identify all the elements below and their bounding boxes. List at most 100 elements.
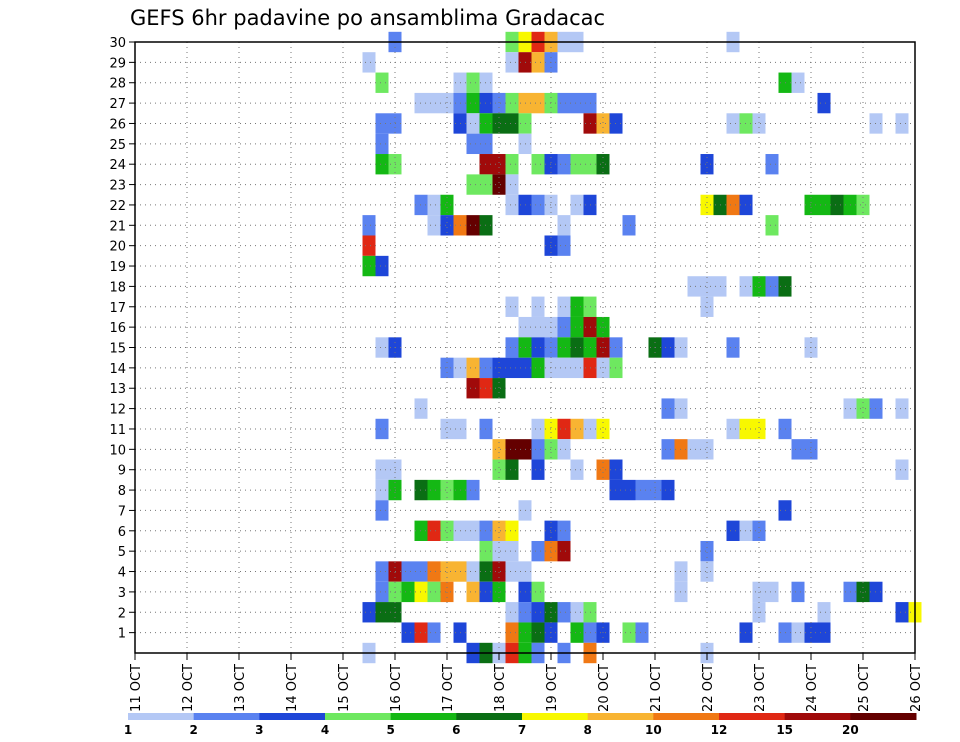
heatmap-cell [466,581,480,603]
colorbar-label: 8 [583,723,591,737]
heatmap-cell [557,154,571,175]
heatmap-cell [596,154,610,175]
heatmap-cell [895,113,909,134]
colorbar-label: 2 [189,723,197,737]
y-tick-label: 26 [109,117,126,132]
colorbar-swatch [259,713,326,720]
x-tick-label: 19 OCT [545,664,560,712]
heatmap-cell [466,174,480,195]
y-tick-label: 27 [109,97,126,112]
heatmap-cell [856,581,870,603]
heatmap-cell [531,357,545,379]
heatmap-cell [375,255,389,277]
heatmap-cell [375,133,389,155]
x-tick-label: 11 OCT [129,664,144,712]
y-tick-label: 29 [109,56,126,71]
heatmap-cell [466,92,480,114]
x-tick-label: 20 OCT [597,664,612,712]
heatmap-cell [505,540,519,562]
heatmap-cell [752,581,766,603]
heatmap-cell [791,581,805,603]
heatmap-cell [427,194,441,216]
heatmap-cell [375,500,389,521]
heatmap-cell [765,215,779,236]
colorbar-swatch [390,713,457,720]
heatmap-cell [362,52,376,73]
heatmap-cell [531,52,545,73]
heatmap-cell [505,194,519,216]
heatmap-cell [505,520,519,541]
colorbar-swatch [456,713,523,720]
heatmap-cell [375,459,389,480]
heatmap-cell [401,561,415,582]
heatmap-cell [440,561,454,582]
heatmap-cell [752,520,766,541]
heatmap-cell [375,113,389,134]
x-tick-label: 17 OCT [441,664,456,712]
heatmap-cell [466,378,480,399]
heatmap-cell [791,622,805,643]
heatmap-cell [596,113,610,134]
heatmap-cell [505,459,519,480]
colorbar-label: 10 [645,723,662,737]
heatmap-cell [700,540,714,562]
y-tick-label: 5 [118,545,126,560]
colorbar-label: 20 [842,723,859,737]
x-tick-label: 26 OCT [909,664,924,712]
heatmap-cell [791,439,805,460]
heatmap-cell [505,52,519,73]
heatmap-cell [362,235,376,256]
y-tick-label: 19 [109,260,126,275]
heatmap-cell [570,316,584,338]
heatmap-cell [830,194,844,216]
heatmap-cell [466,113,480,134]
heatmap-cell [505,337,519,358]
heatmap-cell [531,540,545,562]
heatmap-cell [505,561,519,582]
heatmap-cell [700,296,714,317]
heatmap-cell [375,479,389,501]
heatmap-cell [622,479,636,501]
heatmap-cell [427,520,441,541]
heatmap-cell [817,194,831,216]
heatmap-cell [570,194,584,216]
y-tick-label: 25 [109,138,126,153]
heatmap-cell [427,561,441,582]
heatmap-cell [362,215,376,236]
heatmap-cell [817,92,831,114]
heatmap-cell [492,92,506,114]
heatmap-cell [752,276,766,297]
heatmap-cell [557,520,571,541]
heatmap-cell [596,418,610,440]
y-tick-label: 7 [118,504,126,519]
chart-title: GEFS 6hr padavine po ansamblima Gradacac [130,6,606,30]
heatmap-cell [700,154,714,175]
heatmap-cell [531,296,545,317]
heatmap-cell [570,357,584,379]
x-tick-label: 23 OCT [753,664,768,712]
colorbar-swatch [325,713,392,720]
colorbar-swatch [850,713,917,720]
heatmap-cell [557,296,571,317]
heatmap-cell [726,418,740,440]
heatmap-cell [570,622,584,643]
heatmap-cell [596,459,610,480]
heatmap-cell [557,418,571,440]
heatmap-cell [466,357,480,379]
y-tick-label: 23 [109,179,126,194]
heatmap-cell [427,479,441,501]
y-tick-label: 22 [109,199,126,214]
heatmap-cell [531,439,545,460]
heatmap-cell [505,92,519,114]
heatmap-cell [505,296,519,317]
heatmap-cell [492,561,506,582]
heatmap-cell [570,296,584,317]
heatmap-cell [570,418,584,440]
heatmap-cell [440,520,454,541]
x-tick-label: 15 OCT [337,664,352,712]
heatmap-cell [427,92,441,114]
x-axis-ticks: 11 OCT 12 OCT 13 OCT 14 OCT 15 OCT 16 OCT 17 O… [129,653,924,712]
y-axis-ticks: 1234567891011121314151617181920212223242… [109,36,135,642]
heatmap-cell [531,154,545,175]
y-tick-label: 3 [118,586,126,601]
